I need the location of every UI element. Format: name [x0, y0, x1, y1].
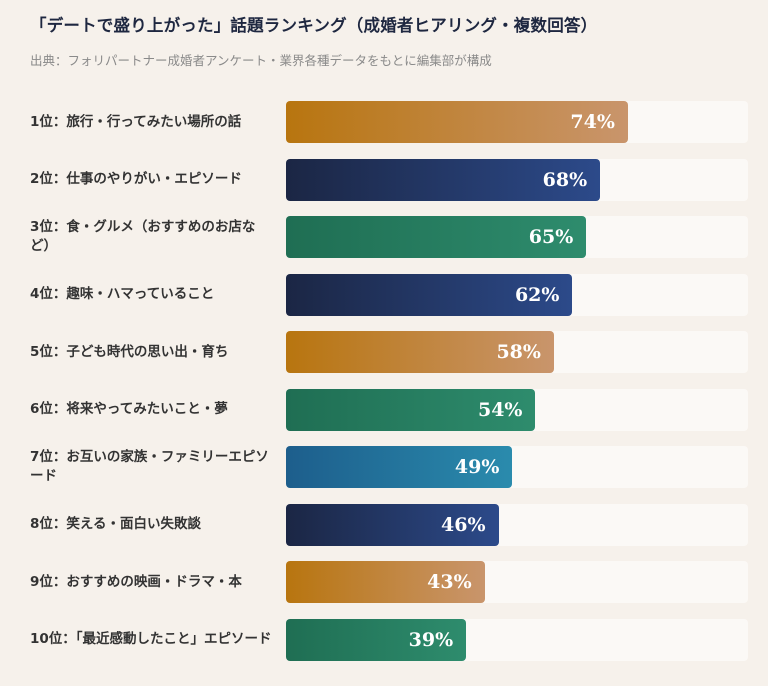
bar-fill: 65%	[286, 216, 587, 258]
bar-track: 49%	[286, 446, 748, 488]
bar-fill: 49%	[286, 446, 513, 488]
bar-value: 68%	[542, 168, 588, 191]
bar-fill: 74%	[286, 101, 628, 143]
bar-track: 39%	[286, 618, 748, 661]
bar-fill: 58%	[286, 331, 554, 373]
bar-track: 62%	[286, 273, 748, 316]
bar-fill: 39%	[286, 618, 467, 661]
bar-fill: 62%	[286, 273, 573, 316]
bar-row: 4位：趣味・ハマっていること 62%	[0, 273, 768, 316]
bar-track: 43%	[286, 561, 748, 603]
bar-track: 46%	[286, 503, 748, 546]
bar-value: 43%	[427, 571, 472, 593]
chart-title: 「デートで盛り上がった」話題ランキング（成婚者ヒアリング・複数回答）	[30, 16, 598, 35]
bar-row: 8位：笑える・面白い失敗談 46%	[0, 503, 768, 546]
bar-value: 58%	[496, 341, 541, 363]
bar-row: 5位：子ども時代の思い出・育ち 58%	[0, 331, 768, 373]
bar-label: 1位：旅行・行ってみたい場所の話	[30, 113, 242, 130]
bar-track: 58%	[286, 331, 748, 373]
chart-source: 出典：フォリパートナー成婚者アンケート・業界各種データをもとに編集部が構成	[30, 53, 492, 68]
bar-fill: 68%	[286, 158, 601, 201]
bar-track: 74%	[286, 101, 748, 143]
bar-label: 6位：将来やってみたいこと・夢	[30, 401, 228, 417]
bar-value: 74%	[570, 111, 615, 133]
bar-label: 7位：お互いの家族・ファミリーエピソード	[30, 449, 269, 484]
bar-label: 10位：「最近感動したこと」エピソード	[30, 631, 272, 647]
bar-label: 2位：仕事のやりがい・エピソード	[30, 171, 242, 187]
bar-fill: 43%	[286, 561, 485, 603]
bar-label: 5位：子ども時代の思い出・育ち	[30, 343, 229, 360]
bar-fill: 54%	[286, 388, 536, 431]
bar-fill: 46%	[286, 503, 499, 546]
bar-value: 46%	[441, 513, 486, 536]
bar-value: 39%	[408, 628, 454, 651]
bar-row: 9位：おすすめの映画・ドラマ・本 43%	[0, 561, 768, 603]
bar-track: 65%	[286, 216, 748, 258]
bar-label: 4位：趣味・ハマっていること	[30, 286, 215, 302]
bar-row: 2位：仕事のやりがい・エピソード 68%	[0, 158, 768, 201]
bar-row: 10位：「最近感動したこと」エピソード 39%	[0, 618, 768, 661]
bar-row: 1位：旅行・行ってみたい場所の話 74%	[0, 101, 768, 143]
bar-label: 3位：食・グルメ（おすすめのお店など）	[30, 219, 256, 254]
bar-value: 54%	[477, 398, 523, 421]
bar-track: 54%	[286, 388, 748, 431]
bar-label: 8位：笑える・面白い失敗談	[30, 516, 201, 532]
bar-row: 6位：将来やってみたいこと・夢 54%	[0, 388, 768, 431]
bar-label: 9位：おすすめの映画・ドラマ・本	[30, 573, 242, 590]
bar-row: 3位：食・グルメ（おすすめのお店など） 65%	[0, 216, 768, 258]
bar-value: 62%	[514, 283, 560, 306]
bar-value: 49%	[454, 456, 500, 478]
bar-value: 65%	[528, 226, 574, 248]
bar-track: 68%	[286, 158, 748, 201]
bar-row: 7位：お互いの家族・ファミリーエピソード 49%	[0, 446, 768, 488]
